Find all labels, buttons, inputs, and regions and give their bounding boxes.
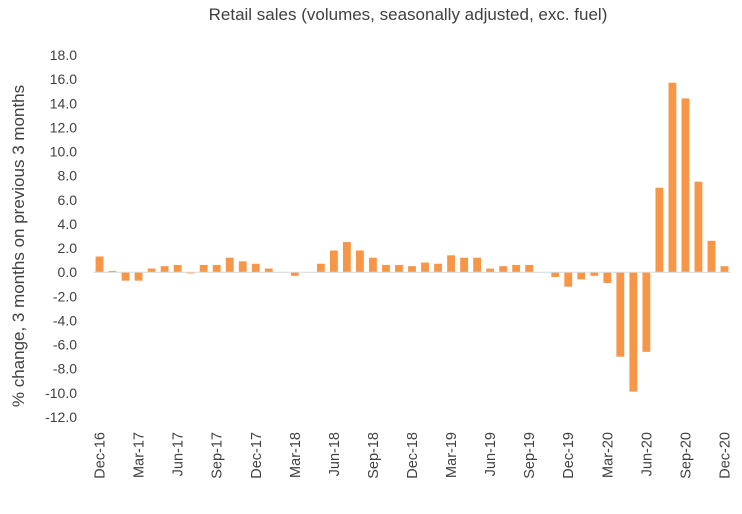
bar [186, 272, 195, 274]
bar [238, 261, 247, 273]
y-tick-label: 8.0 [58, 168, 78, 184]
y-tick-label: 12.0 [50, 119, 77, 135]
bar [590, 272, 599, 276]
y-axis-label: % change, 3 months on previous 3 months [9, 85, 28, 407]
x-tick-label: Jun-18 [327, 432, 343, 476]
x-tick-label: Dec-18 [405, 432, 421, 479]
bar [460, 257, 468, 273]
bar [212, 264, 221, 273]
x-tick-label: Jun-20 [639, 432, 655, 476]
bar [329, 250, 338, 273]
bar [342, 242, 351, 273]
bar [577, 272, 586, 280]
bar [694, 181, 703, 273]
bars-group [95, 82, 729, 392]
bar [395, 264, 403, 273]
chart-title: Retail sales (volumes, seasonally adjust… [209, 5, 608, 24]
x-tick-label: Mar-20 [600, 432, 616, 478]
x-tick-label: Mar-19 [444, 432, 460, 478]
x-tick-label: Mar-18 [288, 432, 304, 478]
bar [369, 257, 377, 273]
bar [356, 250, 364, 273]
bar [160, 266, 169, 273]
x-tick-label: Sep-17 [210, 432, 226, 479]
y-tick-label: 14.0 [50, 95, 77, 111]
y-tick-label: -6.0 [53, 337, 77, 353]
y-tick-label: 6.0 [58, 192, 78, 208]
y-tick-label: 0.0 [58, 264, 78, 280]
bar [655, 187, 664, 273]
bar [434, 263, 442, 273]
y-tick-label: -2.0 [53, 288, 77, 304]
bar [251, 263, 260, 273]
y-tick-label: 16.0 [50, 71, 77, 87]
bar [316, 263, 325, 273]
bar [225, 257, 234, 273]
bar [447, 255, 455, 273]
x-axis-ticks: Dec-16 Mar-17 Jun-17 Sep-17 Dec-17 Mar-18 Jun-… [93, 432, 734, 479]
y-tick-label: -12.0 [45, 409, 77, 425]
x-tick-label: Jun-17 [171, 432, 187, 476]
bar [668, 82, 677, 273]
bar [473, 257, 482, 273]
bar [486, 268, 495, 273]
bar [525, 264, 534, 273]
x-tick-label: Sep-19 [522, 432, 538, 479]
x-tick-label: Dec-19 [561, 432, 577, 479]
x-tick-label: Jun-19 [483, 432, 499, 476]
bar [720, 266, 729, 273]
bar [681, 98, 690, 273]
bar [603, 272, 612, 284]
bar [199, 264, 208, 273]
bar [629, 272, 638, 392]
y-tick-label: 4.0 [58, 216, 78, 232]
y-tick-label: -10.0 [45, 385, 77, 401]
bar [290, 272, 299, 276]
x-tick-label: Dec-20 [717, 432, 733, 479]
bar [551, 272, 560, 278]
bar [408, 266, 416, 273]
x-tick-label: Dec-16 [93, 432, 109, 479]
bar [421, 262, 429, 273]
y-tick-label: -8.0 [53, 361, 77, 377]
bar [264, 268, 273, 273]
x-tick-label: Dec-17 [249, 432, 265, 479]
y-axis-ticks: 18.0 16.0 14.0 12.0 10.0 8.0 6.0 4.0 2.0 0.0 -2.0 -… [45, 47, 77, 425]
bar [616, 272, 625, 357]
y-tick-label: 10.0 [50, 144, 77, 160]
x-tick-label: Sep-18 [366, 432, 382, 479]
bar [499, 266, 508, 273]
bar [564, 272, 573, 287]
bar [382, 264, 390, 273]
y-tick-label: 18.0 [50, 47, 77, 63]
bar [95, 256, 104, 273]
bar [121, 272, 130, 281]
x-tick-label: Sep-20 [678, 432, 694, 479]
bar [147, 268, 156, 273]
bar [134, 272, 143, 281]
y-tick-label: 2.0 [58, 240, 78, 256]
bar [512, 264, 521, 273]
y-tick-label: -4.0 [53, 312, 77, 328]
bar [173, 264, 182, 273]
bar [707, 240, 716, 273]
x-tick-label: Mar-17 [132, 432, 148, 478]
bar [108, 270, 117, 273]
bar [642, 272, 651, 352]
